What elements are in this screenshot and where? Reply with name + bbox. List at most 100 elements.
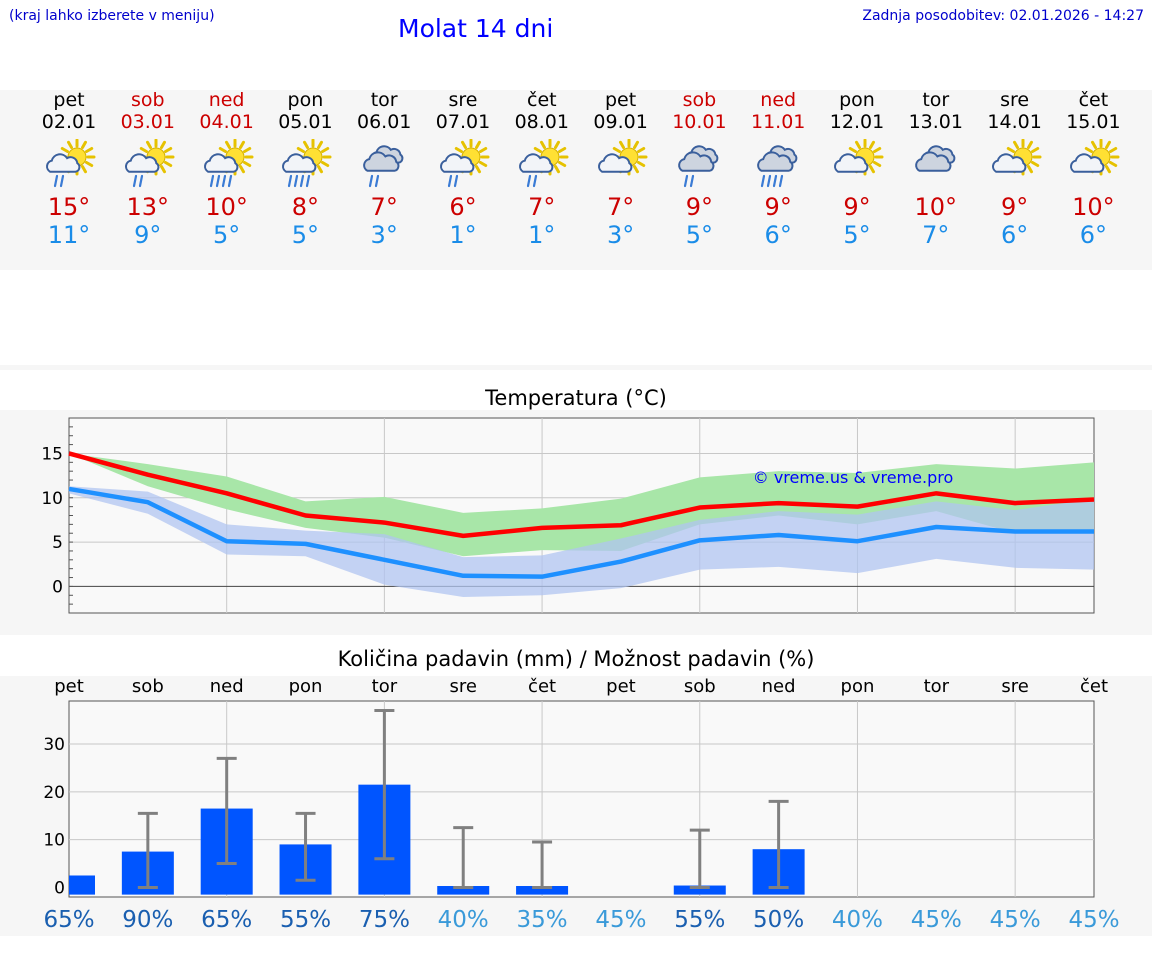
sun-cloud-rain-icon bbox=[39, 138, 99, 189]
forecast-day: pon 12.01 9° 5° bbox=[817, 89, 897, 249]
day-date: 12.01 bbox=[829, 111, 885, 133]
forecast-day: čet 15.01 10° 6° bbox=[1053, 89, 1133, 249]
precip-probability: 90% bbox=[122, 907, 173, 933]
x-category-label: sob bbox=[684, 676, 716, 697]
min-temperature: 5° bbox=[291, 221, 320, 249]
day-name: pon bbox=[839, 89, 875, 111]
max-temperature: 7° bbox=[528, 193, 556, 221]
y-tick-label: 15 bbox=[41, 444, 63, 464]
min-temperature: 7° bbox=[922, 221, 950, 249]
y-tick-label: 0 bbox=[54, 878, 65, 898]
day-date: 14.01 bbox=[987, 111, 1042, 133]
day-name: čet bbox=[527, 89, 557, 111]
day-date: 15.01 bbox=[1066, 111, 1121, 133]
x-category-label: pet bbox=[54, 676, 84, 697]
sun-cloud-icon bbox=[1063, 138, 1123, 189]
day-name: sre bbox=[448, 89, 478, 111]
day-date: 03.01 bbox=[120, 111, 175, 133]
sun-cloud-rain-icon bbox=[512, 138, 572, 189]
max-temperature: 9° bbox=[843, 193, 871, 221]
precip-probability: 65% bbox=[201, 907, 252, 933]
day-date: 09.01 bbox=[593, 111, 648, 133]
day-date: 05.01 bbox=[278, 111, 333, 133]
forecast-day: sre 07.01 6° 1° bbox=[423, 89, 503, 249]
day-date: 13.01 bbox=[908, 111, 963, 133]
max-temperature: 10° bbox=[205, 193, 248, 221]
cloud-heavy-rain-icon bbox=[748, 139, 808, 189]
y-tick-label: 30 bbox=[43, 735, 65, 755]
max-temperature: 9° bbox=[685, 193, 714, 221]
sun-cloud-heavy-rain-icon bbox=[197, 138, 257, 189]
min-temperature: 9° bbox=[134, 221, 162, 249]
temperature-chart: 0 5 10 15 © vreme.us & vreme.pro bbox=[41, 417, 1095, 614]
min-temperature: 5° bbox=[843, 221, 871, 249]
max-temperature: 15° bbox=[47, 193, 91, 221]
day-name: pet bbox=[604, 89, 637, 111]
y-tick-label: 10 bbox=[43, 831, 65, 851]
watermark: © vreme.us & vreme.pro bbox=[753, 468, 954, 487]
sun-cloud-icon bbox=[985, 138, 1045, 189]
day-date: 10.01 bbox=[672, 111, 727, 133]
forecast-day: pet 09.01 7° 3° bbox=[581, 89, 661, 249]
max-temperature: 7° bbox=[370, 193, 398, 221]
precip-probability: 55% bbox=[280, 907, 331, 933]
y-tick-label: 20 bbox=[43, 783, 65, 803]
x-category-label: sre bbox=[1001, 676, 1028, 697]
forecast-strip bbox=[0, 90, 1152, 270]
cloud-icon bbox=[906, 139, 966, 189]
min-range-band bbox=[69, 486, 1094, 598]
day-date: 04.01 bbox=[199, 111, 254, 133]
sun-cloud-rain-icon bbox=[433, 138, 493, 189]
x-category-label: tor bbox=[372, 676, 398, 697]
day-name: sob bbox=[682, 89, 717, 111]
x-category-label: pon bbox=[841, 676, 875, 697]
forecast-day: čet 08.01 7° 1° bbox=[502, 89, 582, 249]
y-tick-label: 0 bbox=[52, 577, 63, 597]
min-temperature: 6° bbox=[1000, 221, 1029, 249]
min-temperature: 6° bbox=[1079, 221, 1108, 249]
day-name: sob bbox=[131, 89, 165, 111]
day-date: 02.01 bbox=[41, 111, 97, 133]
day-name: pon bbox=[287, 89, 324, 111]
max-temperature: 7° bbox=[606, 193, 635, 221]
precipitation-chart-title: Količina padavin (mm) / Možnost padavin … bbox=[337, 647, 815, 671]
min-temperature-line bbox=[68, 486, 1094, 579]
precip-probability: 45% bbox=[595, 907, 646, 933]
day-name: sre bbox=[1000, 89, 1030, 111]
y-tick-label: 5 bbox=[52, 533, 63, 553]
precip-probability: 65% bbox=[43, 907, 94, 933]
sun-cloud-heavy-rain-icon bbox=[275, 138, 335, 189]
min-temperature: 5° bbox=[685, 221, 714, 249]
precip-probability: 40% bbox=[832, 907, 883, 933]
x-category-label: čet bbox=[1080, 676, 1108, 697]
precipitation-chart: pet sob ned pon tor sre čet pet sob ned pon tor sre č… bbox=[43, 676, 1119, 933]
forecast-day: pet 02.01 15° 11° bbox=[29, 89, 109, 249]
sun-cloud-rain-icon bbox=[118, 138, 178, 189]
min-temperature: 1° bbox=[449, 221, 477, 249]
forecast-day: sob 10.01 9° 5° bbox=[659, 89, 739, 249]
min-temperature: 1° bbox=[528, 221, 556, 249]
forecast-day: tor 06.01 7° 3° bbox=[344, 89, 424, 249]
cloud-rain-icon bbox=[669, 139, 729, 189]
last-updated: Zadnja posodobitev: 02.01.2026 - 14:27 bbox=[862, 8, 1144, 24]
min-temperature: 5° bbox=[212, 221, 241, 249]
max-temperature: 10° bbox=[1072, 193, 1115, 221]
separator bbox=[0, 365, 1152, 370]
x-category-label: sob bbox=[132, 676, 164, 697]
day-date: 08.01 bbox=[514, 111, 569, 133]
precip-probability: 40% bbox=[438, 907, 489, 933]
precip-bar bbox=[437, 886, 490, 895]
x-category-label: ned bbox=[210, 676, 244, 697]
sun-cloud-icon bbox=[827, 138, 887, 189]
max-temperature: 6° bbox=[449, 193, 477, 221]
min-temperature: 3° bbox=[606, 221, 635, 249]
max-temperature: 10° bbox=[914, 193, 958, 221]
forecast-day: sob 03.01 13° 9° bbox=[108, 89, 188, 249]
forecast-day: tor 13.01 10° 7° bbox=[896, 89, 976, 249]
day-name: čet bbox=[1078, 89, 1109, 111]
min-temperature: 3° bbox=[370, 221, 398, 249]
day-name: tor bbox=[370, 89, 398, 111]
precip-probability: 35% bbox=[517, 907, 568, 933]
max-range-band bbox=[69, 453, 1094, 557]
sun-cloud-icon bbox=[591, 138, 651, 189]
